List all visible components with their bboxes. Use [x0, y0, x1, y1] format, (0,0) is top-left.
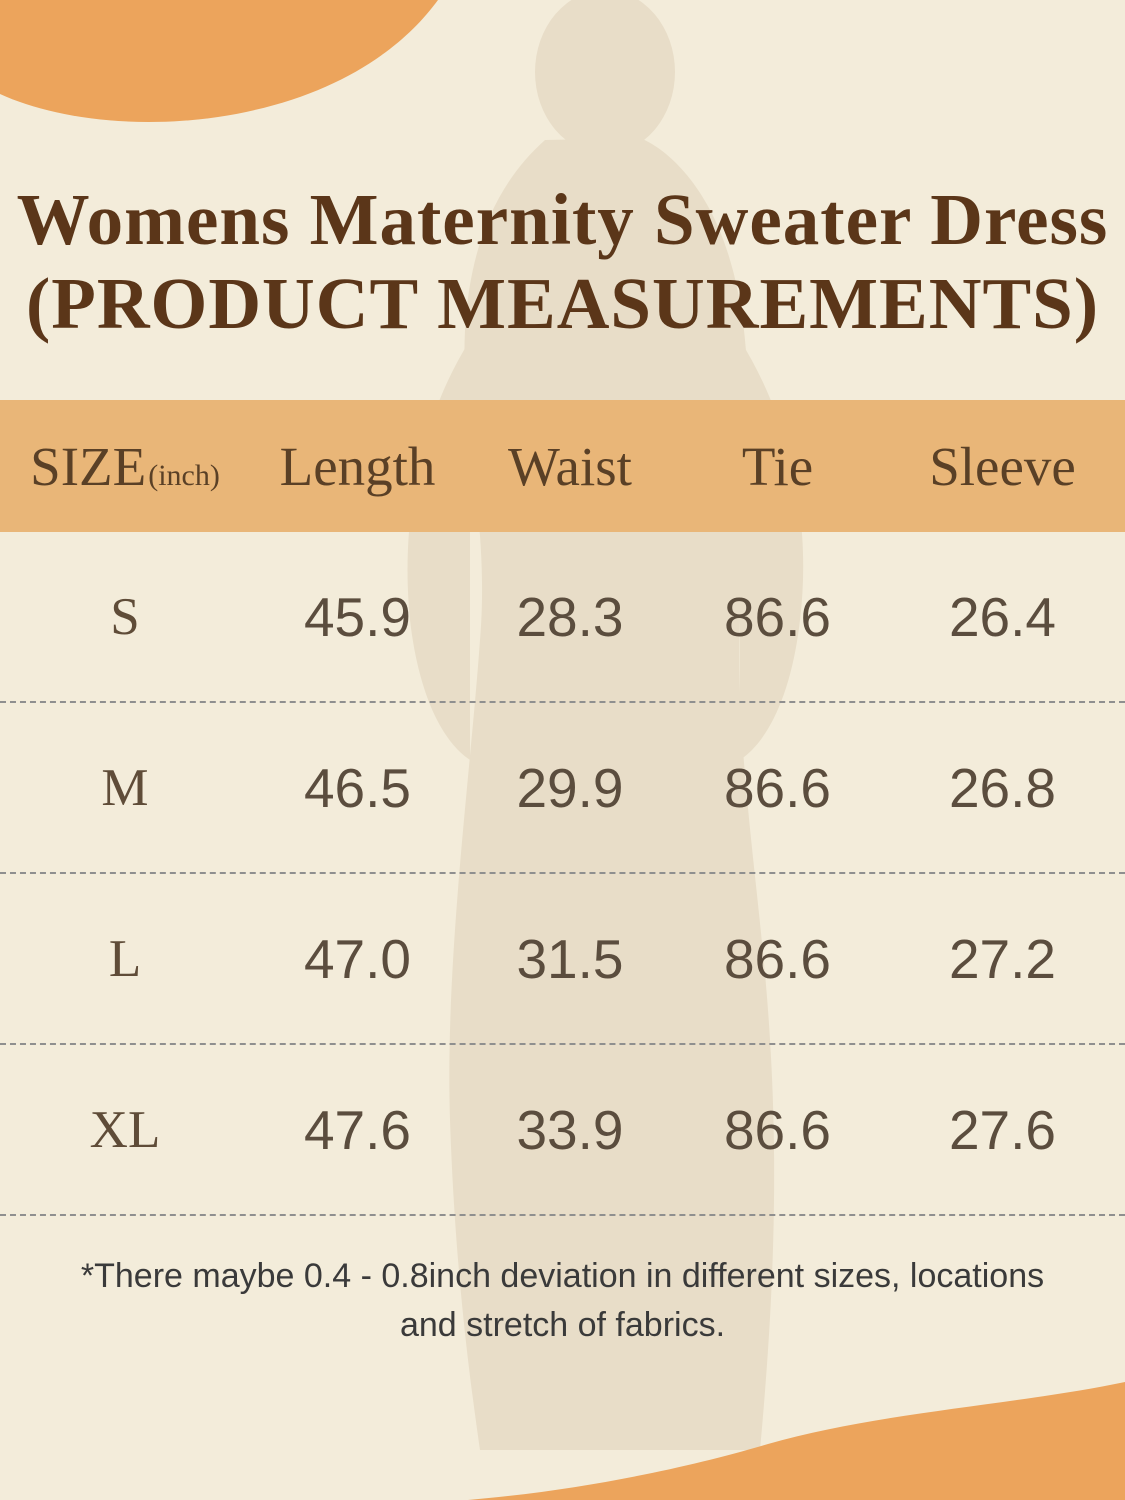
sleeve-value: 26.4: [948, 585, 1057, 648]
tie-value: 86.6: [723, 585, 832, 648]
size-label: S: [110, 587, 140, 646]
sleeve-value: 27.2: [948, 927, 1057, 990]
page-title-line2: (PRODUCT MEASUREMENTS): [25, 262, 1100, 344]
page-title-line1: Womens Maternity Sweater Dress: [16, 179, 1109, 260]
table-row-xl: XL 47.6 33.9 86.6 27.6: [0, 1045, 1125, 1216]
size-label: XL: [89, 1100, 161, 1159]
deviation-footnote: *There maybe 0.4 - 0.8inch deviation in …: [0, 1252, 1125, 1351]
tie-value: 86.6: [723, 756, 832, 819]
size-label: L: [108, 929, 142, 988]
tie-value: 86.6: [723, 927, 832, 990]
sleeve-value: 27.6: [948, 1098, 1057, 1161]
header-size-unit: (inch): [148, 458, 220, 492]
size-label: M: [101, 758, 149, 817]
header-sleeve: Sleeve: [929, 435, 1076, 497]
header-waist: Waist: [508, 435, 632, 497]
header-tie: Tie: [741, 435, 814, 497]
deviation-footnote-line1: *There maybe 0.4 - 0.8inch deviation in …: [80, 1257, 1045, 1295]
table-row-l: L 47.0 31.5 86.6 27.2: [0, 874, 1125, 1045]
header-size: SIZE(inch): [0, 435, 250, 498]
waist-value: 28.3: [516, 585, 624, 648]
length-value: 47.0: [303, 927, 412, 990]
sleeve-value: 26.8: [948, 756, 1057, 819]
length-value: 47.6: [303, 1098, 412, 1161]
tie-value: 86.6: [723, 1098, 832, 1161]
table-row-s: S 45.9 28.3 86.6 26.4: [0, 532, 1125, 703]
length-value: 45.9: [303, 585, 412, 648]
page-title: Womens Maternity Sweater Dress (PRODUCT …: [0, 178, 1125, 346]
size-table-header: SIZE(inch) Length Waist Tie Sleeve: [0, 400, 1125, 532]
waist-value: 29.9: [516, 756, 624, 819]
deviation-footnote-line2: and stretch of fabrics.: [399, 1306, 726, 1345]
waist-value: 31.5: [516, 927, 624, 990]
bottom-right-wave: [468, 1382, 1125, 1500]
top-left-wave: [0, 0, 438, 123]
header-length: Length: [279, 435, 436, 497]
length-value: 46.5: [303, 756, 412, 819]
header-size-label: SIZE: [30, 435, 147, 497]
table-row-m: M 46.5 29.9 86.6 26.8: [0, 703, 1125, 874]
size-table-body: S 45.9 28.3 86.6 26.4 M 46.5 29.9 86.6 2…: [0, 532, 1125, 1216]
waist-value: 33.9: [516, 1098, 624, 1161]
